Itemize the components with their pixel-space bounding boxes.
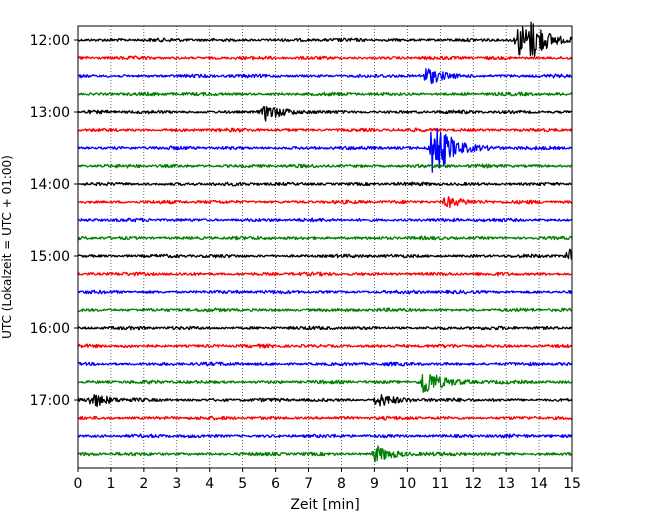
x-tick-label: 15 (563, 476, 581, 492)
x-tick-label: 2 (139, 476, 148, 492)
x-tick-label: 14 (530, 476, 548, 492)
x-tick-label: 11 (431, 476, 449, 492)
seismic-trace (77, 289, 573, 295)
seismic-trace (77, 235, 573, 241)
seismic-trace (77, 343, 573, 349)
y-axis-label: UTC (Lokalzeit = UTC + 01:00) (0, 155, 14, 339)
seismic-trace (78, 181, 573, 187)
seismic-trace (77, 307, 573, 313)
y-tick-label: 12:00 (30, 33, 70, 49)
y-tick-label: 17:00 (30, 393, 70, 409)
seismic-trace (77, 373, 573, 393)
x-tick-label: 1 (106, 476, 115, 492)
seismic-trace (77, 445, 573, 463)
seismic-trace (77, 248, 573, 260)
seismic-trace (77, 67, 573, 85)
seismic-trace (77, 91, 573, 97)
y-tick-label: 14:00 (30, 177, 70, 193)
seismic-trace (77, 433, 573, 439)
x-tick-label: 9 (370, 476, 379, 492)
seismic-trace (77, 271, 573, 277)
x-tick-label: 3 (172, 476, 181, 492)
seismic-trace (77, 163, 573, 169)
x-tick-label: 7 (304, 476, 313, 492)
plot-frame (77, 25, 573, 469)
x-tick-label: 5 (238, 476, 247, 492)
seismic-trace (77, 106, 573, 122)
x-tick-label: 8 (337, 476, 346, 492)
seismic-trace (77, 127, 573, 173)
seismic-trace (77, 55, 573, 61)
seismic-trace (77, 21, 573, 58)
x-axis-ticks: 0 1 2 3 4 5 6 7 8 9 10 11 12 13 14 15 (74, 468, 581, 492)
x-tick-label: 6 (271, 476, 280, 492)
trace-lines (77, 21, 573, 463)
y-tick-label: 13:00 (30, 105, 70, 121)
x-axis-label: Zeit [min] (290, 497, 359, 513)
seismic-trace (77, 415, 573, 421)
x-tick-label: 12 (464, 476, 482, 492)
y-tick-label: 15:00 (30, 249, 70, 265)
x-tick-label: 0 (74, 476, 83, 492)
seismic-trace (77, 325, 573, 331)
y-tick-label: 16:00 (30, 321, 70, 337)
seismic-trace (77, 196, 573, 209)
y-axis-ticks: 12:00 13:00 14:00 15:00 16:00 17:00 (30, 33, 78, 409)
x-tick-label: 4 (205, 476, 214, 492)
seismic-trace (78, 361, 573, 367)
seismic-trace (77, 394, 573, 408)
x-tick-label: 10 (398, 476, 416, 492)
x-tick-label: 13 (497, 476, 515, 492)
seismic-trace (77, 217, 573, 223)
seismic-trace (77, 127, 573, 133)
